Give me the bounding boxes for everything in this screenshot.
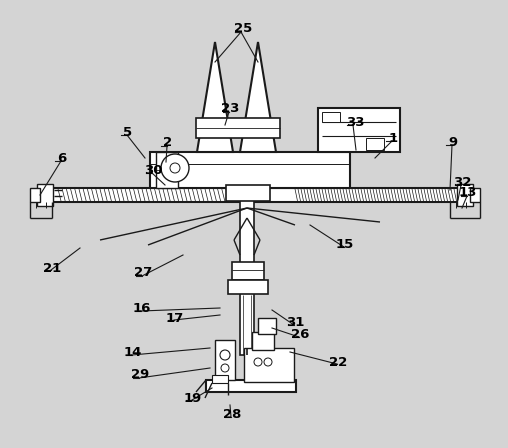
Text: 2: 2 bbox=[164, 137, 173, 150]
Text: 28: 28 bbox=[223, 409, 241, 422]
Text: 1: 1 bbox=[389, 132, 398, 145]
Text: 21: 21 bbox=[43, 262, 61, 275]
Bar bbox=[226, 185, 270, 201]
Text: 13: 13 bbox=[459, 186, 477, 199]
Text: 5: 5 bbox=[123, 125, 133, 138]
Circle shape bbox=[221, 364, 229, 372]
Circle shape bbox=[220, 350, 230, 360]
Circle shape bbox=[264, 358, 272, 366]
Text: 26: 26 bbox=[291, 328, 309, 341]
Bar bbox=[215, 340, 235, 380]
Polygon shape bbox=[240, 42, 276, 152]
Bar bbox=[366, 138, 384, 150]
Bar bbox=[258, 318, 276, 334]
Text: 30: 30 bbox=[144, 164, 162, 177]
Text: 25: 25 bbox=[234, 22, 252, 34]
Bar bbox=[30, 188, 40, 202]
Text: 14: 14 bbox=[124, 345, 142, 358]
Circle shape bbox=[254, 358, 262, 366]
Text: 22: 22 bbox=[329, 356, 347, 369]
Bar bbox=[228, 280, 268, 294]
Polygon shape bbox=[197, 42, 233, 152]
Bar bbox=[37, 184, 53, 206]
Text: 17: 17 bbox=[166, 311, 184, 324]
Text: 32: 32 bbox=[453, 176, 471, 189]
Text: 33: 33 bbox=[346, 116, 364, 129]
Bar bbox=[457, 184, 473, 206]
Text: 31: 31 bbox=[286, 315, 304, 328]
Bar bbox=[38, 188, 472, 202]
Bar bbox=[318, 108, 400, 152]
Text: 23: 23 bbox=[221, 102, 239, 115]
Bar bbox=[470, 188, 480, 202]
Text: 9: 9 bbox=[449, 135, 458, 148]
Bar bbox=[212, 375, 228, 383]
Bar bbox=[232, 262, 264, 280]
Bar bbox=[252, 332, 274, 350]
Text: 16: 16 bbox=[133, 302, 151, 314]
Circle shape bbox=[161, 154, 189, 182]
Bar bbox=[322, 112, 340, 122]
Text: 29: 29 bbox=[131, 369, 149, 382]
Bar bbox=[196, 118, 280, 138]
Text: 15: 15 bbox=[336, 238, 354, 251]
Text: 19: 19 bbox=[184, 392, 202, 405]
Text: 6: 6 bbox=[57, 151, 67, 164]
Text: 27: 27 bbox=[134, 267, 152, 280]
Bar bbox=[150, 152, 350, 188]
Bar bbox=[156, 152, 178, 188]
Bar bbox=[240, 188, 254, 355]
Bar bbox=[206, 380, 296, 392]
Circle shape bbox=[170, 163, 180, 173]
Bar bbox=[244, 348, 294, 382]
